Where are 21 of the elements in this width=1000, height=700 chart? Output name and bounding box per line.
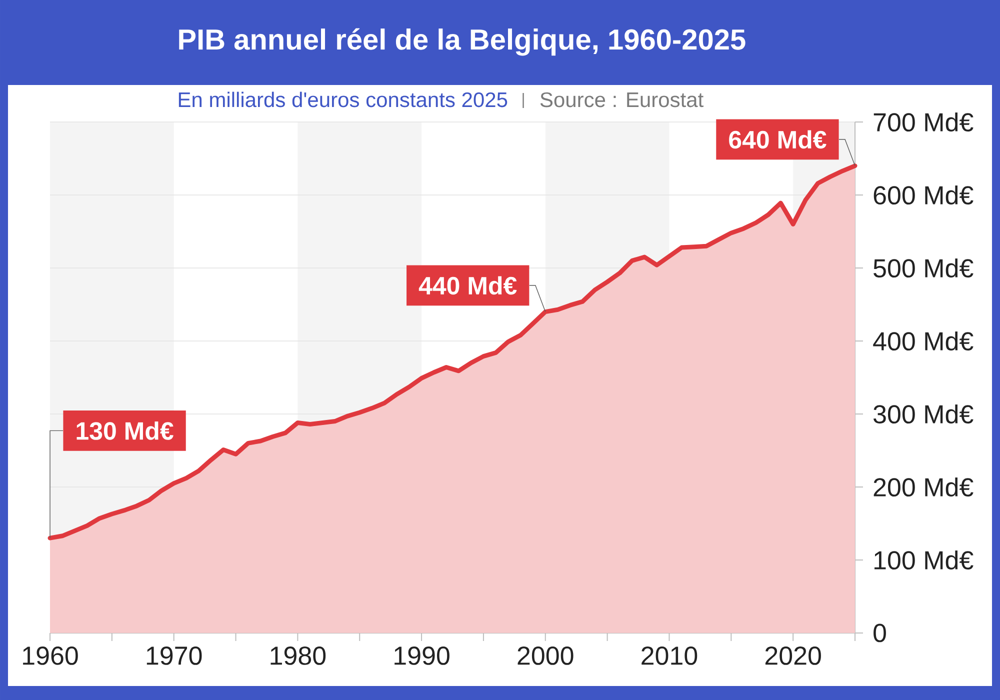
x-tick-label: 1990 xyxy=(394,646,450,665)
y-tick-label: 700 Md€ xyxy=(874,112,974,132)
annotation: 640 Md€ xyxy=(729,130,826,149)
y-tick-label: 300 Md€ xyxy=(874,404,974,424)
chart-subtitle: En milliards d'euros constants 2025 xyxy=(178,92,508,108)
x-tick-label: 2000 xyxy=(518,646,574,665)
x-tick-label: 1980 xyxy=(270,646,326,665)
y-tick-label: 200 Md€ xyxy=(874,477,974,497)
y-tick-label: 500 Md€ xyxy=(874,258,974,278)
y-tick-label: 100 Md€ xyxy=(874,550,974,570)
y-tick-label: 0 xyxy=(874,624,886,642)
x-tick-label: 1960 xyxy=(23,646,78,665)
annotation: 130 Md€ xyxy=(76,421,174,440)
x-tick-label: 2010 xyxy=(642,646,698,665)
source-note: Source : Eurostat xyxy=(540,92,704,108)
x-tick-label: 1970 xyxy=(146,646,202,665)
x-tick-label: 2020 xyxy=(765,646,821,665)
annotation: 440 Md€ xyxy=(418,276,517,295)
chart-title: PIB annuel réel de la Belgique, 1960-2025 xyxy=(179,28,746,56)
y-tick-label: 600 Md€ xyxy=(874,185,974,205)
y-tick-label: 400 Md€ xyxy=(873,331,974,351)
